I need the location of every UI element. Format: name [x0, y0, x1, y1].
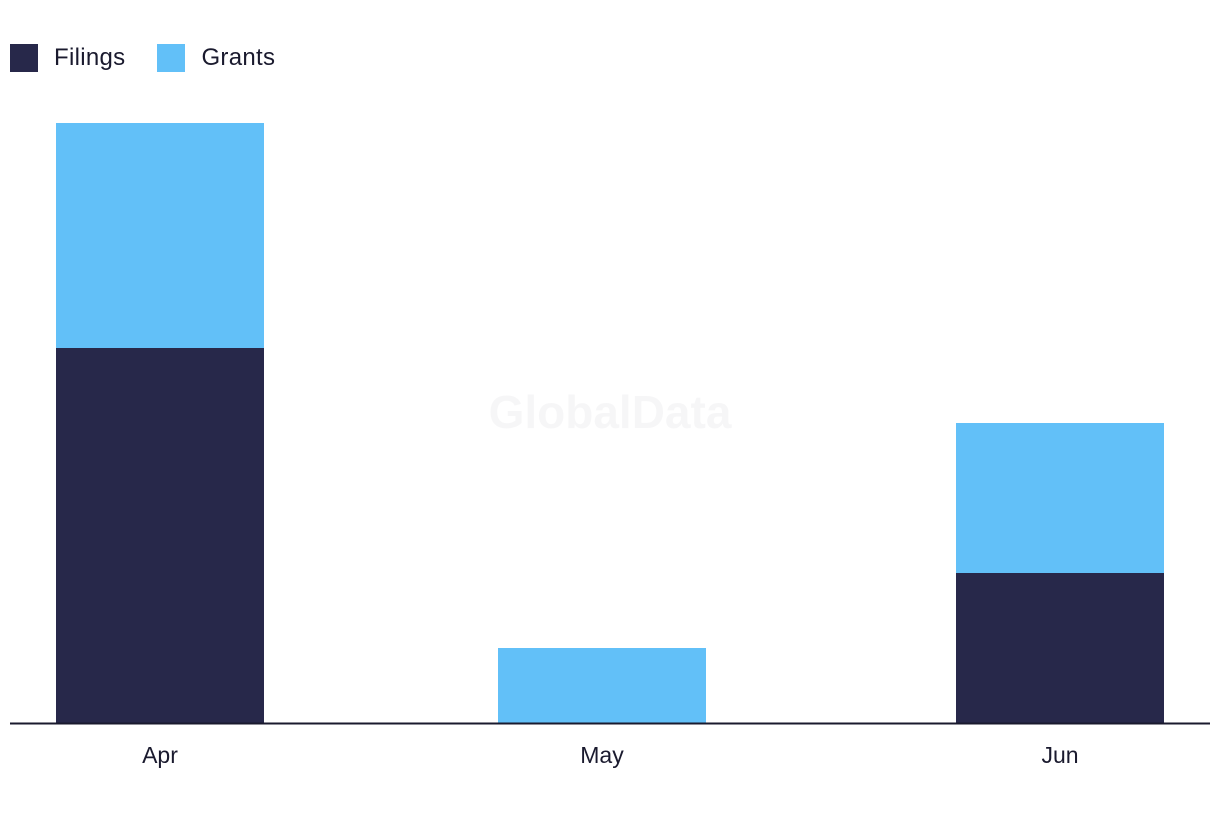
bars-group [56, 123, 1164, 723]
bar-grants-apr [56, 123, 264, 348]
bar-filings-apr [56, 348, 264, 723]
legend-label-grants: Grants [201, 44, 276, 71]
bar-grants-may [498, 648, 706, 723]
legend-swatch-filings [10, 44, 38, 72]
x-tick-label-apr: Apr [142, 742, 178, 768]
x-tick-label-jun: Jun [1041, 742, 1078, 768]
x-tick-label-may: May [580, 742, 624, 768]
x-tick-labels: Apr May Jun [142, 742, 1078, 768]
bar-grants-jun [956, 423, 1164, 573]
watermark: GlobalData [489, 386, 732, 438]
legend: Filings Grants [10, 44, 307, 72]
bar-filings-jun [956, 573, 1164, 723]
legend-swatch-grants [157, 44, 186, 72]
legend-label-filings: Filings [54, 44, 126, 71]
legend-item-filings: Filings [10, 44, 125, 72]
legend-item-grants: Grants [157, 44, 275, 72]
